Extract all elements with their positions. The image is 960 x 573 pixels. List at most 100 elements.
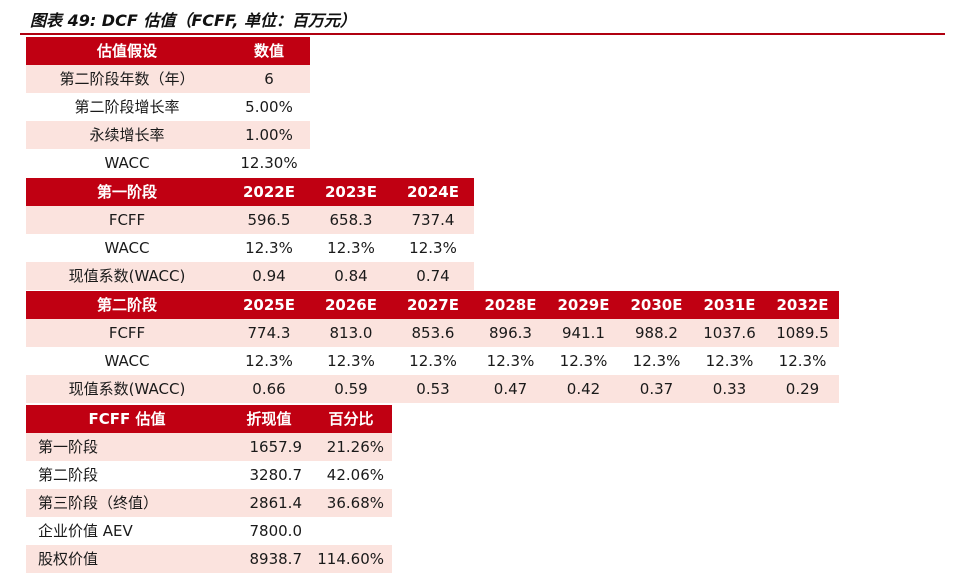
- row-value: 1089.5: [766, 319, 839, 347]
- row-value: 0.37: [620, 375, 693, 403]
- row-label: 永续增长率: [26, 121, 228, 149]
- row-value: 0.47: [474, 375, 547, 403]
- caption-divider: [20, 33, 945, 35]
- header-cell: 2024E: [392, 178, 474, 206]
- row-label: 股权价值: [26, 545, 228, 573]
- row-label: WACC: [26, 234, 228, 262]
- table-row: 第二阶段 3280.7 42.06%: [26, 461, 392, 489]
- row-value: 1657.9: [228, 433, 310, 461]
- header-cell: 2028E: [474, 291, 547, 319]
- row-value: 941.1: [547, 319, 620, 347]
- table-row: FCFF 596.5 658.3 737.4: [26, 206, 474, 234]
- row-label: 第二阶段增长率: [26, 93, 228, 121]
- row-label: FCFF: [26, 206, 228, 234]
- row-value: 12.3%: [392, 347, 474, 375]
- row-value: 3280.7: [228, 461, 310, 489]
- valuation-header-row: FCFF 估值 折现值 百分比: [26, 405, 392, 433]
- table-row: 第一阶段 1657.9 21.26%: [26, 433, 392, 461]
- row-value: 12.3%: [766, 347, 839, 375]
- row-value: 12.3%: [228, 347, 310, 375]
- row-value: 596.5: [228, 206, 310, 234]
- header-cell: 第一阶段: [26, 178, 228, 206]
- table-row: 现值系数(WACC) 0.66 0.59 0.53 0.47 0.42 0.37…: [26, 375, 839, 403]
- table-row: WACC 12.3% 12.3% 12.3%: [26, 234, 474, 262]
- row-label: WACC: [26, 347, 228, 375]
- header-cell: 2032E: [766, 291, 839, 319]
- table-caption: 图表 49: DCF 估值（FCFF, 单位：百万元）: [30, 11, 357, 30]
- row-label: 第三阶段（终值）: [26, 489, 228, 517]
- header-cell: 2026E: [310, 291, 392, 319]
- stage2-header-row: 第二阶段 2025E 2026E 2027E 2028E 2029E 2030E…: [26, 291, 839, 319]
- row-value: 896.3: [474, 319, 547, 347]
- table-row: 企业价值 AEV 7800.0: [26, 517, 392, 545]
- table-row: 第二阶段增长率 5.00%: [26, 93, 310, 121]
- header-cell: 折现值: [228, 405, 310, 433]
- row-value: 36.68%: [310, 489, 392, 517]
- row-value: 1.00%: [228, 121, 310, 149]
- row-value: 12.3%: [392, 234, 474, 262]
- table-row: WACC 12.30%: [26, 149, 310, 177]
- assumptions-header-row: 估值假设 数值: [26, 37, 310, 65]
- row-value: 737.4: [392, 206, 474, 234]
- row-value: 0.74: [392, 262, 474, 290]
- row-label: 第二阶段: [26, 461, 228, 489]
- header-cell: 2025E: [228, 291, 310, 319]
- table-row: WACC 12.3% 12.3% 12.3% 12.3% 12.3% 12.3%…: [26, 347, 839, 375]
- row-value: 0.66: [228, 375, 310, 403]
- row-value: 12.3%: [310, 234, 392, 262]
- row-label: 第一阶段: [26, 433, 228, 461]
- row-value: 0.29: [766, 375, 839, 403]
- row-value: 0.53: [392, 375, 474, 403]
- table-row: FCFF 774.3 813.0 853.6 896.3 941.1 988.2…: [26, 319, 839, 347]
- row-value: 42.06%: [310, 461, 392, 489]
- row-value: 12.3%: [547, 347, 620, 375]
- table-row: 第二阶段年数（年） 6: [26, 65, 310, 93]
- header-cell: 2030E: [620, 291, 693, 319]
- row-value: 12.3%: [693, 347, 766, 375]
- row-value: 12.3%: [228, 234, 310, 262]
- row-value: 813.0: [310, 319, 392, 347]
- row-value: [310, 517, 392, 545]
- header-cell: 估值假设: [26, 37, 228, 65]
- row-label: FCFF: [26, 319, 228, 347]
- table-row: 第三阶段（终值） 2861.4 36.68%: [26, 489, 392, 517]
- header-cell: 2023E: [310, 178, 392, 206]
- header-cell: 百分比: [310, 405, 392, 433]
- stage1-header-row: 第一阶段 2022E 2023E 2024E: [26, 178, 474, 206]
- header-cell: 第二阶段: [26, 291, 228, 319]
- table-row: 股权价值 8938.7 114.60%: [26, 545, 392, 573]
- row-value: 1037.6: [693, 319, 766, 347]
- row-value: 2861.4: [228, 489, 310, 517]
- table-row: 现值系数(WACC) 0.94 0.84 0.74: [26, 262, 474, 290]
- row-value: 0.94: [228, 262, 310, 290]
- row-label: 现值系数(WACC): [26, 375, 228, 403]
- header-cell: 2029E: [547, 291, 620, 319]
- row-value: 0.33: [693, 375, 766, 403]
- row-value: 8938.7: [228, 545, 310, 573]
- row-label: WACC: [26, 149, 228, 177]
- row-value: 21.26%: [310, 433, 392, 461]
- row-value: 0.42: [547, 375, 620, 403]
- row-value: 12.3%: [620, 347, 693, 375]
- row-value: 0.59: [310, 375, 392, 403]
- table-row: 永续增长率 1.00%: [26, 121, 310, 149]
- row-value: 6: [228, 65, 310, 93]
- header-cell: 2031E: [693, 291, 766, 319]
- row-value: 7800.0: [228, 517, 310, 545]
- header-cell: 2022E: [228, 178, 310, 206]
- row-value: 774.3: [228, 319, 310, 347]
- header-cell: 数值: [228, 37, 310, 65]
- row-value: 114.60%: [310, 545, 392, 573]
- row-value: 988.2: [620, 319, 693, 347]
- row-label: 现值系数(WACC): [26, 262, 228, 290]
- row-value: 658.3: [310, 206, 392, 234]
- row-value: 12.3%: [474, 347, 547, 375]
- row-value: 0.84: [310, 262, 392, 290]
- row-value: 5.00%: [228, 93, 310, 121]
- row-label: 企业价值 AEV: [26, 517, 228, 545]
- row-value: 12.30%: [228, 149, 310, 177]
- row-label: 第二阶段年数（年）: [26, 65, 228, 93]
- header-cell: 2027E: [392, 291, 474, 319]
- row-value: 853.6: [392, 319, 474, 347]
- header-cell: FCFF 估值: [26, 405, 228, 433]
